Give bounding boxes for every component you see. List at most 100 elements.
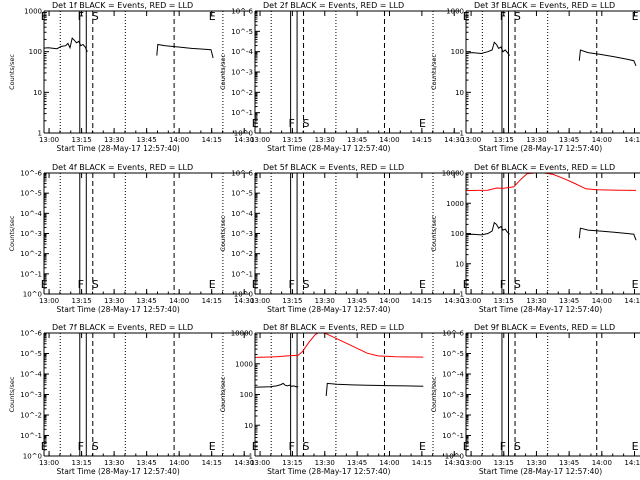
y-axis-label: Counts/sec — [219, 54, 227, 90]
marker-label: E — [463, 440, 470, 453]
panel-3: Det 3f BLACK = Events, RED = LLD 1 10 100 10… — [430, 1, 640, 153]
marker-label: E — [209, 440, 216, 453]
x-tick-label: 13:15 — [71, 136, 91, 144]
panel-title: Det 7f BLACK = Events, RED = LLD — [52, 323, 193, 332]
x-tick-label: 14:30 — [234, 136, 254, 144]
y-tick-label: 10^-5 — [231, 190, 253, 198]
panel-7: Det 7f BLACK = Events, RED = LLD 10^0 10^-… — [8, 323, 254, 476]
lld-series-segment-1 — [466, 173, 637, 192]
x-axis-label: Start Time (28-May-17 12:57:40) — [267, 144, 390, 153]
x-tick-label: 14:30 — [234, 459, 254, 467]
y-axis-label: Counts/sec — [8, 54, 16, 90]
x-tick-label: 14:30 — [444, 459, 464, 467]
x-tick-label: 14:00 — [169, 136, 189, 144]
x-tick-label: 14:30 — [444, 136, 464, 144]
x-tick-label: 14:00 — [169, 297, 189, 305]
marker-label: E — [252, 117, 259, 130]
y-tick-label: 10^-6 — [231, 170, 253, 178]
x-axis-label: Start Time (28-May-17 12:57:40) — [57, 305, 180, 314]
y-tick-label: 1000 — [446, 200, 464, 208]
x-tick-label: 13:30 — [104, 459, 124, 467]
y-tick-label: 10000 — [442, 170, 464, 178]
marker-label: E — [252, 440, 259, 453]
marker-label: E — [463, 10, 470, 23]
panel-title: Det 6f BLACK = Events, RED = LLD — [474, 163, 615, 172]
x-tick-label: 14:00 — [592, 136, 612, 144]
x-tick-label: 13:30 — [526, 459, 546, 467]
y-axis-label: Counts/sec — [219, 376, 227, 412]
marker-label: E — [41, 278, 48, 291]
y-tick-label: 100 — [240, 391, 253, 399]
y-tick-label: 10^-4 — [20, 371, 42, 379]
events-series-segment-1 — [255, 382, 299, 388]
y-tick-label: 10^-3 — [231, 69, 253, 77]
y-tick-label: 10^0 — [234, 291, 253, 299]
y-tick-label: 10^0 — [23, 453, 42, 461]
marker-label: F — [500, 278, 506, 291]
x-tick-label: 13:45 — [559, 297, 579, 305]
panel-title: Det 9f BLACK = Events, RED = LLD — [474, 323, 615, 332]
x-tick-label: 14:00 — [592, 459, 612, 467]
y-tick-label: 10 — [244, 422, 253, 430]
panel-2: Det 2f BLACK = Events, RED = LLD 10^0 10^-… — [219, 1, 464, 153]
y-axis-label: Counts/sec — [430, 215, 438, 251]
y-tick-label: 10^0 — [234, 130, 253, 138]
events-series-segment-2 — [578, 227, 637, 241]
y-tick-label: 100 — [29, 48, 42, 56]
y-tick-label: 1 — [249, 453, 253, 461]
marker-label: S — [302, 117, 309, 130]
y-axis-label: Counts/sec — [430, 54, 438, 90]
panel-6: Det 6f BLACK = Events, RED = LLD 1 10 100 10… — [430, 163, 640, 314]
y-tick-label: 100 — [451, 230, 464, 238]
y-tick-label: 1000 — [24, 8, 42, 16]
marker-label: S — [92, 440, 99, 453]
y-tick-label: 10^-6 — [20, 170, 42, 178]
y-tick-label: 10^-2 — [442, 412, 464, 420]
x-tick-label: 14:15 — [202, 459, 222, 467]
x-axis-label: Start Time (28-May-17 12:57:40) — [267, 305, 390, 314]
y-tick-label: 10^-1 — [20, 270, 42, 278]
x-tick-label: 13:45 — [347, 136, 367, 144]
y-tick-label: 10^-4 — [442, 371, 464, 379]
y-tick-label: 10 — [33, 89, 42, 97]
marker-label: F — [288, 278, 294, 291]
events-series-segment-1 — [466, 221, 510, 236]
marker-label: E — [41, 440, 48, 453]
panel-title: Det 2f BLACK = Events, RED = LLD — [263, 1, 404, 10]
events-series-segment-2 — [578, 49, 637, 66]
x-tick-label: 13:15 — [494, 297, 514, 305]
x-tick-label: 13:00 — [250, 297, 270, 305]
marker-label: F — [78, 440, 84, 453]
marker-label: E — [209, 278, 216, 291]
x-tick-label: 14:00 — [169, 459, 189, 467]
y-tick-label: 10^-5 — [442, 350, 464, 358]
marker-label: E — [252, 278, 259, 291]
panel-title: Det 3f BLACK = Events, RED = LLD — [474, 1, 615, 10]
panel-title: Det 1f BLACK = Events, RED = LLD — [52, 1, 193, 10]
x-tick-label: 13:00 — [461, 297, 481, 305]
marker-label: S — [92, 10, 99, 23]
x-tick-label: 14:15 — [202, 297, 222, 305]
y-tick-label: 10^-5 — [20, 350, 42, 358]
y-tick-label: 10^-6 — [231, 8, 253, 16]
marker-label: S — [514, 278, 521, 291]
x-tick-label: 13:15 — [282, 297, 302, 305]
y-tick-label: 10^-1 — [20, 432, 42, 440]
panel-4: Det 4f BLACK = Events, RED = LLD 10^0 10^-… — [8, 163, 254, 314]
marker-label: E — [632, 278, 639, 291]
marker-label: E — [419, 278, 426, 291]
y-tick-label: 10^-3 — [20, 230, 42, 238]
marker-label: E — [632, 440, 639, 453]
marker-label: E — [209, 10, 216, 23]
marker-label: F — [500, 10, 506, 23]
x-axis-label: Start Time (28-May-17 12:57:40) — [479, 144, 602, 153]
x-tick-label: 14:00 — [379, 459, 399, 467]
y-tick-label: 100 — [451, 48, 464, 56]
y-tick-label: 10000 — [231, 330, 253, 338]
y-tick-label: 10^-1 — [231, 109, 253, 117]
x-tick-label: 13:45 — [347, 459, 367, 467]
x-tick-label: 13:30 — [526, 136, 546, 144]
x-tick-label: 13:45 — [559, 136, 579, 144]
x-tick-label: 13:15 — [494, 136, 514, 144]
x-axis-label: Start Time (28-May-17 12:57:40) — [479, 467, 602, 476]
